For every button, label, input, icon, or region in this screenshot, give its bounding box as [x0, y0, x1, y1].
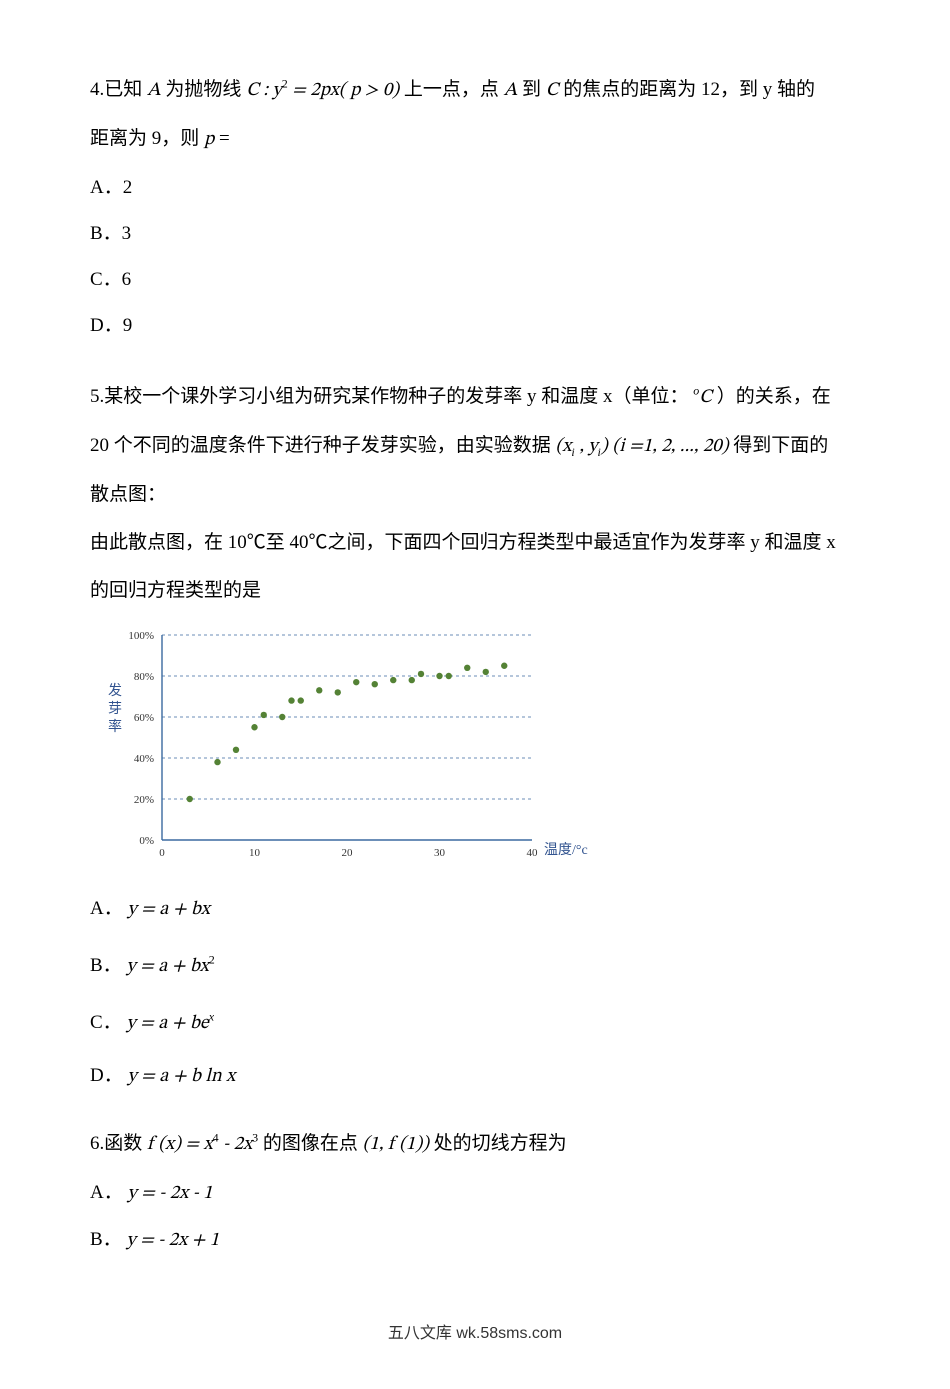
text: 5.某校一个课外学习小组为研究某作物种子的发芽率 y 和温度 x（单位： [90, 386, 689, 407]
curve-eq: = 2px( p > 0) [288, 81, 399, 100]
q5-stem-line3: 散点图： [90, 477, 860, 513]
q5-option-a: A． y = a + bx [90, 891, 860, 928]
scatter-svg: 0% 20% 40% 60% 80% 100% 0 10 20 30 40 发芽率温度/°c [92, 623, 612, 868]
q5-stem-line5: 的回归方程类型的是 [90, 573, 860, 609]
q4-option-a: A．2 [90, 170, 860, 206]
svg-text:芽: 芽 [108, 701, 122, 717]
label: A． [90, 898, 123, 919]
q4-option-b: B．3 [90, 216, 860, 252]
pair-open: (x [556, 437, 572, 456]
sup3: 3 [252, 1130, 258, 1144]
svg-text:温度/°c: 温度/°c [544, 842, 588, 858]
svg-text:100%: 100% [128, 630, 154, 642]
minus: - 2x [219, 1135, 252, 1154]
footer-text: 五八文库 wk.58sms.com [90, 1319, 860, 1349]
q4-stem-line2: 距离为 9，则 p = [90, 121, 860, 158]
svg-text:发: 发 [108, 683, 122, 699]
expr: y = - 2x + 1 [126, 1231, 219, 1250]
sup: 2 [209, 953, 215, 967]
text: 20 个不同的温度条件下进行种子发芽实验，由实验数据 [90, 435, 551, 456]
text: 为抛物线 [165, 79, 241, 100]
q5-option-d: D． y = a + b ln x [90, 1058, 860, 1095]
svg-text:20%: 20% [134, 794, 154, 806]
svg-text:80%: 80% [134, 671, 154, 683]
q4-option-d: D．9 [90, 308, 860, 344]
q5-option-b: B． y = a + bx2 [90, 948, 860, 985]
svg-text:30: 30 [434, 847, 446, 859]
sup: x [209, 1010, 214, 1024]
label: C． [90, 1012, 122, 1033]
svg-text:40: 40 [527, 847, 539, 859]
q5-stem-line1: 5.某校一个课外学习小组为研究某作物种子的发芽率 y 和温度 x（单位： oC … [90, 379, 860, 416]
text: 的图像在点 [263, 1133, 358, 1154]
q4-stem-line1: 4.已知 A 为抛物线 C : y2 = 2px( p > 0) 上一点，点 A… [90, 72, 860, 109]
q6-option-b: B． y = - 2x + 1 [90, 1222, 860, 1259]
q6-stem: 6.函数 f (x) = x4 - 2x3 的图像在点 (1, f (1)) 处… [90, 1126, 860, 1163]
q5-option-c: C． y = a + bex [90, 1005, 860, 1042]
expr: y = a + be [126, 1014, 208, 1033]
q6-option-a: A． y = - 2x - 1 [90, 1175, 860, 1212]
label: D． [90, 1065, 123, 1086]
svg-text:0: 0 [159, 847, 165, 859]
var-A: A [504, 81, 518, 100]
f-open: f (x) = x [147, 1135, 213, 1154]
text: 4.已知 [90, 79, 147, 100]
svg-text:率: 率 [108, 718, 122, 735]
curve-c: C : y [246, 81, 282, 100]
var-p: p [204, 130, 214, 149]
pair-close: ) [601, 437, 608, 456]
svg-text:60%: 60% [134, 712, 154, 724]
q5-stem-line4: 由此散点图，在 10℃至 40℃之间，下面四个回归方程类型中最适宜作为发芽率 y… [90, 525, 860, 561]
expr: y = a + bx [127, 900, 209, 919]
svg-text:10: 10 [249, 847, 261, 859]
text: 的焦点的距离为 12，到 y 轴的 [563, 79, 815, 100]
text: 上一点，点 [404, 79, 504, 100]
text: 得到下面的 [733, 435, 828, 456]
q5-scatter-figure: 0% 20% 40% 60% 80% 100% 0 10 20 30 40 发芽率温度/°c [92, 623, 860, 881]
point: (1, f (1)) [363, 1135, 429, 1154]
var-A: A [147, 81, 161, 100]
text: 距离为 9，则 [90, 128, 204, 149]
svg-text:0%: 0% [139, 835, 154, 847]
label: A． [90, 1182, 123, 1203]
label: B． [90, 1229, 122, 1250]
deg-C: C [699, 388, 712, 407]
iset: (i =1, 2, ..., 20) [612, 437, 728, 456]
var-C: C [546, 81, 559, 100]
q5-stem-line2: 20 个不同的温度条件下进行种子发芽实验，由实验数据 (xi , yi) (i … [90, 428, 860, 465]
expr: y = - 2x - 1 [127, 1184, 212, 1203]
text: 处的切线方程为 [434, 1133, 567, 1154]
text: 到 [522, 79, 546, 100]
expr: y = a + bx [126, 957, 208, 976]
expr: y = a + b ln x [127, 1067, 235, 1086]
svg-text:20: 20 [342, 847, 354, 859]
q4-option-c: C．6 [90, 262, 860, 298]
svg-text:40%: 40% [134, 753, 154, 765]
label: B． [90, 955, 122, 976]
pair-mid: , y [575, 437, 598, 456]
text: = [219, 128, 230, 149]
text: 6.函数 [90, 1133, 147, 1154]
text: ）的关系，在 [717, 386, 831, 407]
